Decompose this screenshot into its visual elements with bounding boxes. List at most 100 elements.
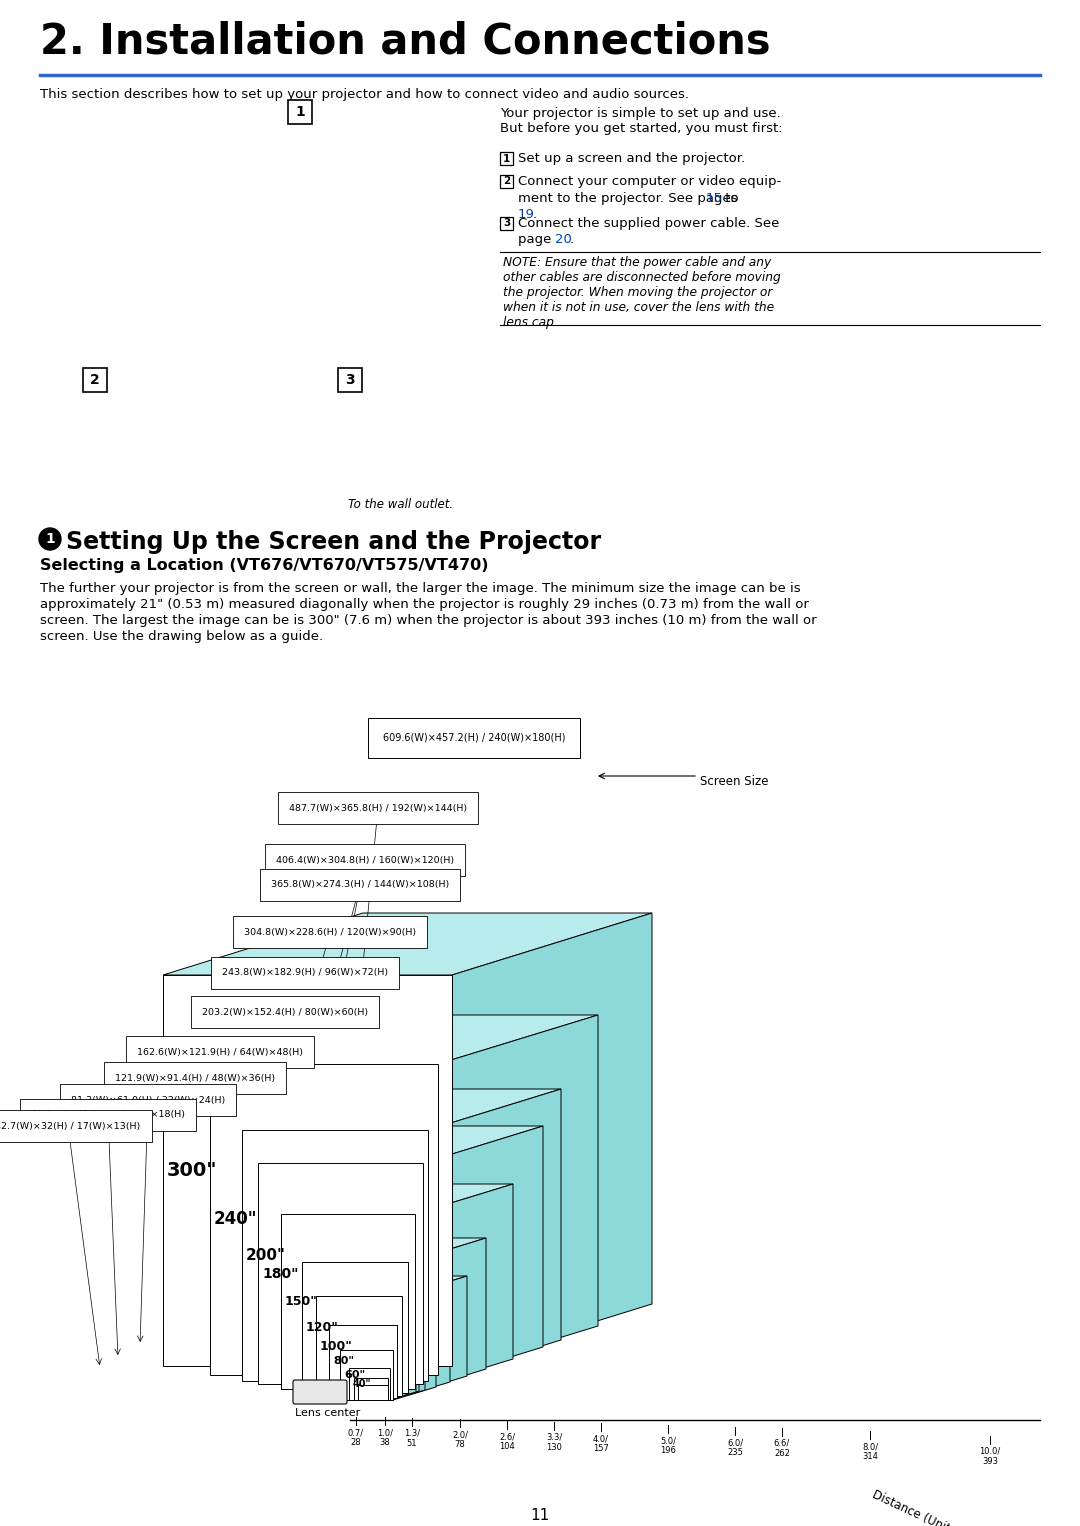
Text: 10.0/
393: 10.0/ 393: [980, 1447, 1001, 1466]
Polygon shape: [258, 1163, 423, 1384]
FancyBboxPatch shape: [338, 368, 362, 392]
Polygon shape: [210, 1064, 438, 1375]
Text: 60": 60": [345, 1370, 365, 1380]
Polygon shape: [340, 1337, 436, 1351]
FancyBboxPatch shape: [288, 101, 312, 124]
Polygon shape: [354, 1369, 419, 1378]
Polygon shape: [402, 1276, 467, 1396]
Text: The further your projector is from the screen or wall, the larger the image. The: The further your projector is from the s…: [40, 581, 800, 595]
Text: to: to: [721, 192, 739, 204]
Text: 3: 3: [503, 218, 510, 229]
Polygon shape: [302, 1262, 408, 1393]
Polygon shape: [316, 1276, 467, 1296]
Polygon shape: [408, 1238, 486, 1393]
Text: 5.0/
196: 5.0/ 196: [660, 1436, 676, 1456]
Text: 40": 40": [353, 1380, 372, 1389]
Polygon shape: [357, 1376, 416, 1386]
Text: 1: 1: [45, 533, 55, 546]
Polygon shape: [281, 1215, 415, 1389]
Text: Connect your computer or video equip-: Connect your computer or video equip-: [518, 175, 781, 188]
Polygon shape: [423, 1126, 543, 1384]
Text: Set up a screen and the projector.: Set up a screen and the projector.: [518, 153, 745, 165]
Text: Selecting a Location (VT676/VT670/VT575/VT470): Selecting a Location (VT676/VT670/VT575/…: [40, 559, 488, 572]
Polygon shape: [242, 1090, 561, 1129]
Text: Setting Up the Screen and the Projector: Setting Up the Screen and the Projector: [66, 530, 602, 554]
Text: 2. Installation and Connections: 2. Installation and Connections: [40, 20, 771, 63]
Text: Screen Size: Screen Size: [700, 775, 769, 787]
Text: 2: 2: [90, 372, 99, 388]
Text: 150": 150": [285, 1296, 318, 1308]
FancyBboxPatch shape: [500, 217, 513, 230]
Text: 81.3(W)×61.0(H) / 32(W)×24(H): 81.3(W)×61.0(H) / 32(W)×24(H): [71, 1096, 225, 1105]
Text: 162.6(W)×121.9(H) / 64(W)×48(H): 162.6(W)×121.9(H) / 64(W)×48(H): [137, 1047, 303, 1056]
Text: 15: 15: [706, 192, 723, 204]
Polygon shape: [390, 1358, 426, 1399]
Text: 609.6(W)×457.2(H) / 240(W)×180(H): 609.6(W)×457.2(H) / 240(W)×180(H): [382, 732, 565, 743]
Text: 243.8(W)×182.9(H) / 96(W)×72(H): 243.8(W)×182.9(H) / 96(W)×72(H): [221, 969, 388, 978]
FancyBboxPatch shape: [500, 175, 513, 188]
Polygon shape: [388, 1369, 419, 1399]
Text: 6.0/
235: 6.0/ 235: [727, 1437, 743, 1457]
Text: .: .: [534, 208, 537, 221]
Text: 1: 1: [503, 154, 510, 163]
Polygon shape: [281, 1184, 513, 1215]
Polygon shape: [357, 1386, 388, 1399]
Text: 3: 3: [346, 372, 355, 388]
Polygon shape: [415, 1184, 513, 1389]
Polygon shape: [258, 1126, 543, 1163]
Text: 180": 180": [262, 1267, 298, 1280]
Text: 61.0(W)×45.7(H) / 24(W)×18(H): 61.0(W)×45.7(H) / 24(W)×18(H): [31, 1111, 185, 1120]
Text: approximately 21" (0.53 m) measured diagonally when the projector is roughly 29 : approximately 21" (0.53 m) measured diag…: [40, 598, 809, 610]
Text: 19: 19: [518, 208, 535, 221]
Polygon shape: [316, 1296, 402, 1396]
Circle shape: [39, 528, 60, 549]
Polygon shape: [340, 1351, 393, 1399]
Text: 6.6/
262: 6.6/ 262: [774, 1439, 791, 1459]
Text: Screen Size (Unit: cm/inch): Screen Size (Unit: cm/inch): [395, 719, 555, 731]
FancyBboxPatch shape: [293, 1380, 347, 1404]
Polygon shape: [349, 1367, 390, 1399]
Text: Your projector is simple to set up and use.
But before you get started, you must: Your projector is simple to set up and u…: [500, 107, 783, 134]
Polygon shape: [210, 1015, 598, 1064]
Text: Lens center: Lens center: [295, 1408, 361, 1418]
Polygon shape: [349, 1358, 426, 1367]
Text: 300": 300": [167, 1161, 217, 1180]
Text: This section describes how to set up your projector and how to connect video and: This section describes how to set up you…: [40, 89, 689, 101]
Text: ment to the projector. See pages: ment to the projector. See pages: [518, 192, 742, 204]
Text: Distance (Unit: m/inch): Distance (Unit: m/inch): [870, 1488, 1000, 1526]
Text: 11: 11: [530, 1508, 550, 1523]
Polygon shape: [163, 975, 453, 1366]
Text: 1: 1: [295, 105, 305, 119]
Text: 240": 240": [214, 1210, 257, 1228]
Text: 487.7(W)×365.8(H) / 192(W)×144(H): 487.7(W)×365.8(H) / 192(W)×144(H): [289, 804, 467, 812]
Polygon shape: [302, 1238, 486, 1262]
FancyBboxPatch shape: [500, 153, 513, 165]
Text: 80": 80": [333, 1357, 354, 1366]
Text: 4.0/
157: 4.0/ 157: [593, 1434, 609, 1453]
Text: 1.0/
38: 1.0/ 38: [377, 1428, 393, 1447]
Text: 2.0/
78: 2.0/ 78: [453, 1430, 468, 1450]
Text: page: page: [518, 233, 555, 246]
Text: 100": 100": [320, 1340, 353, 1352]
Polygon shape: [329, 1325, 397, 1398]
Text: 121.9(W)×91.4(H) / 48(W)×36(H): 121.9(W)×91.4(H) / 48(W)×36(H): [114, 1073, 275, 1082]
Text: 203.2(W)×152.4(H) / 80(W)×60(H): 203.2(W)×152.4(H) / 80(W)×60(H): [202, 1007, 368, 1016]
Text: Connect the supplied power cable. See: Connect the supplied power cable. See: [518, 217, 780, 230]
Polygon shape: [388, 1376, 416, 1399]
Polygon shape: [163, 913, 652, 975]
Polygon shape: [393, 1337, 436, 1399]
Polygon shape: [428, 1090, 561, 1381]
Text: 8.0/
314: 8.0/ 314: [862, 1442, 878, 1462]
Polygon shape: [397, 1309, 450, 1398]
Polygon shape: [438, 1015, 598, 1375]
Text: 1.3/
51: 1.3/ 51: [404, 1428, 420, 1448]
FancyBboxPatch shape: [83, 368, 107, 392]
Text: screen. The largest the image can be is 300" (7.6 m) when the projector is about: screen. The largest the image can be is …: [40, 613, 816, 627]
Text: NOTE: Ensure that the power cable and any
other cables are disconnected before m: NOTE: Ensure that the power cable and an…: [503, 256, 781, 330]
Polygon shape: [329, 1309, 450, 1325]
Text: To the wall outlet.: To the wall outlet.: [348, 497, 453, 511]
Text: screen. Use the drawing below as a guide.: screen. Use the drawing below as a guide…: [40, 630, 323, 642]
Text: 20: 20: [555, 233, 572, 246]
Polygon shape: [354, 1378, 388, 1399]
Text: 2.6/
104: 2.6/ 104: [499, 1431, 515, 1451]
